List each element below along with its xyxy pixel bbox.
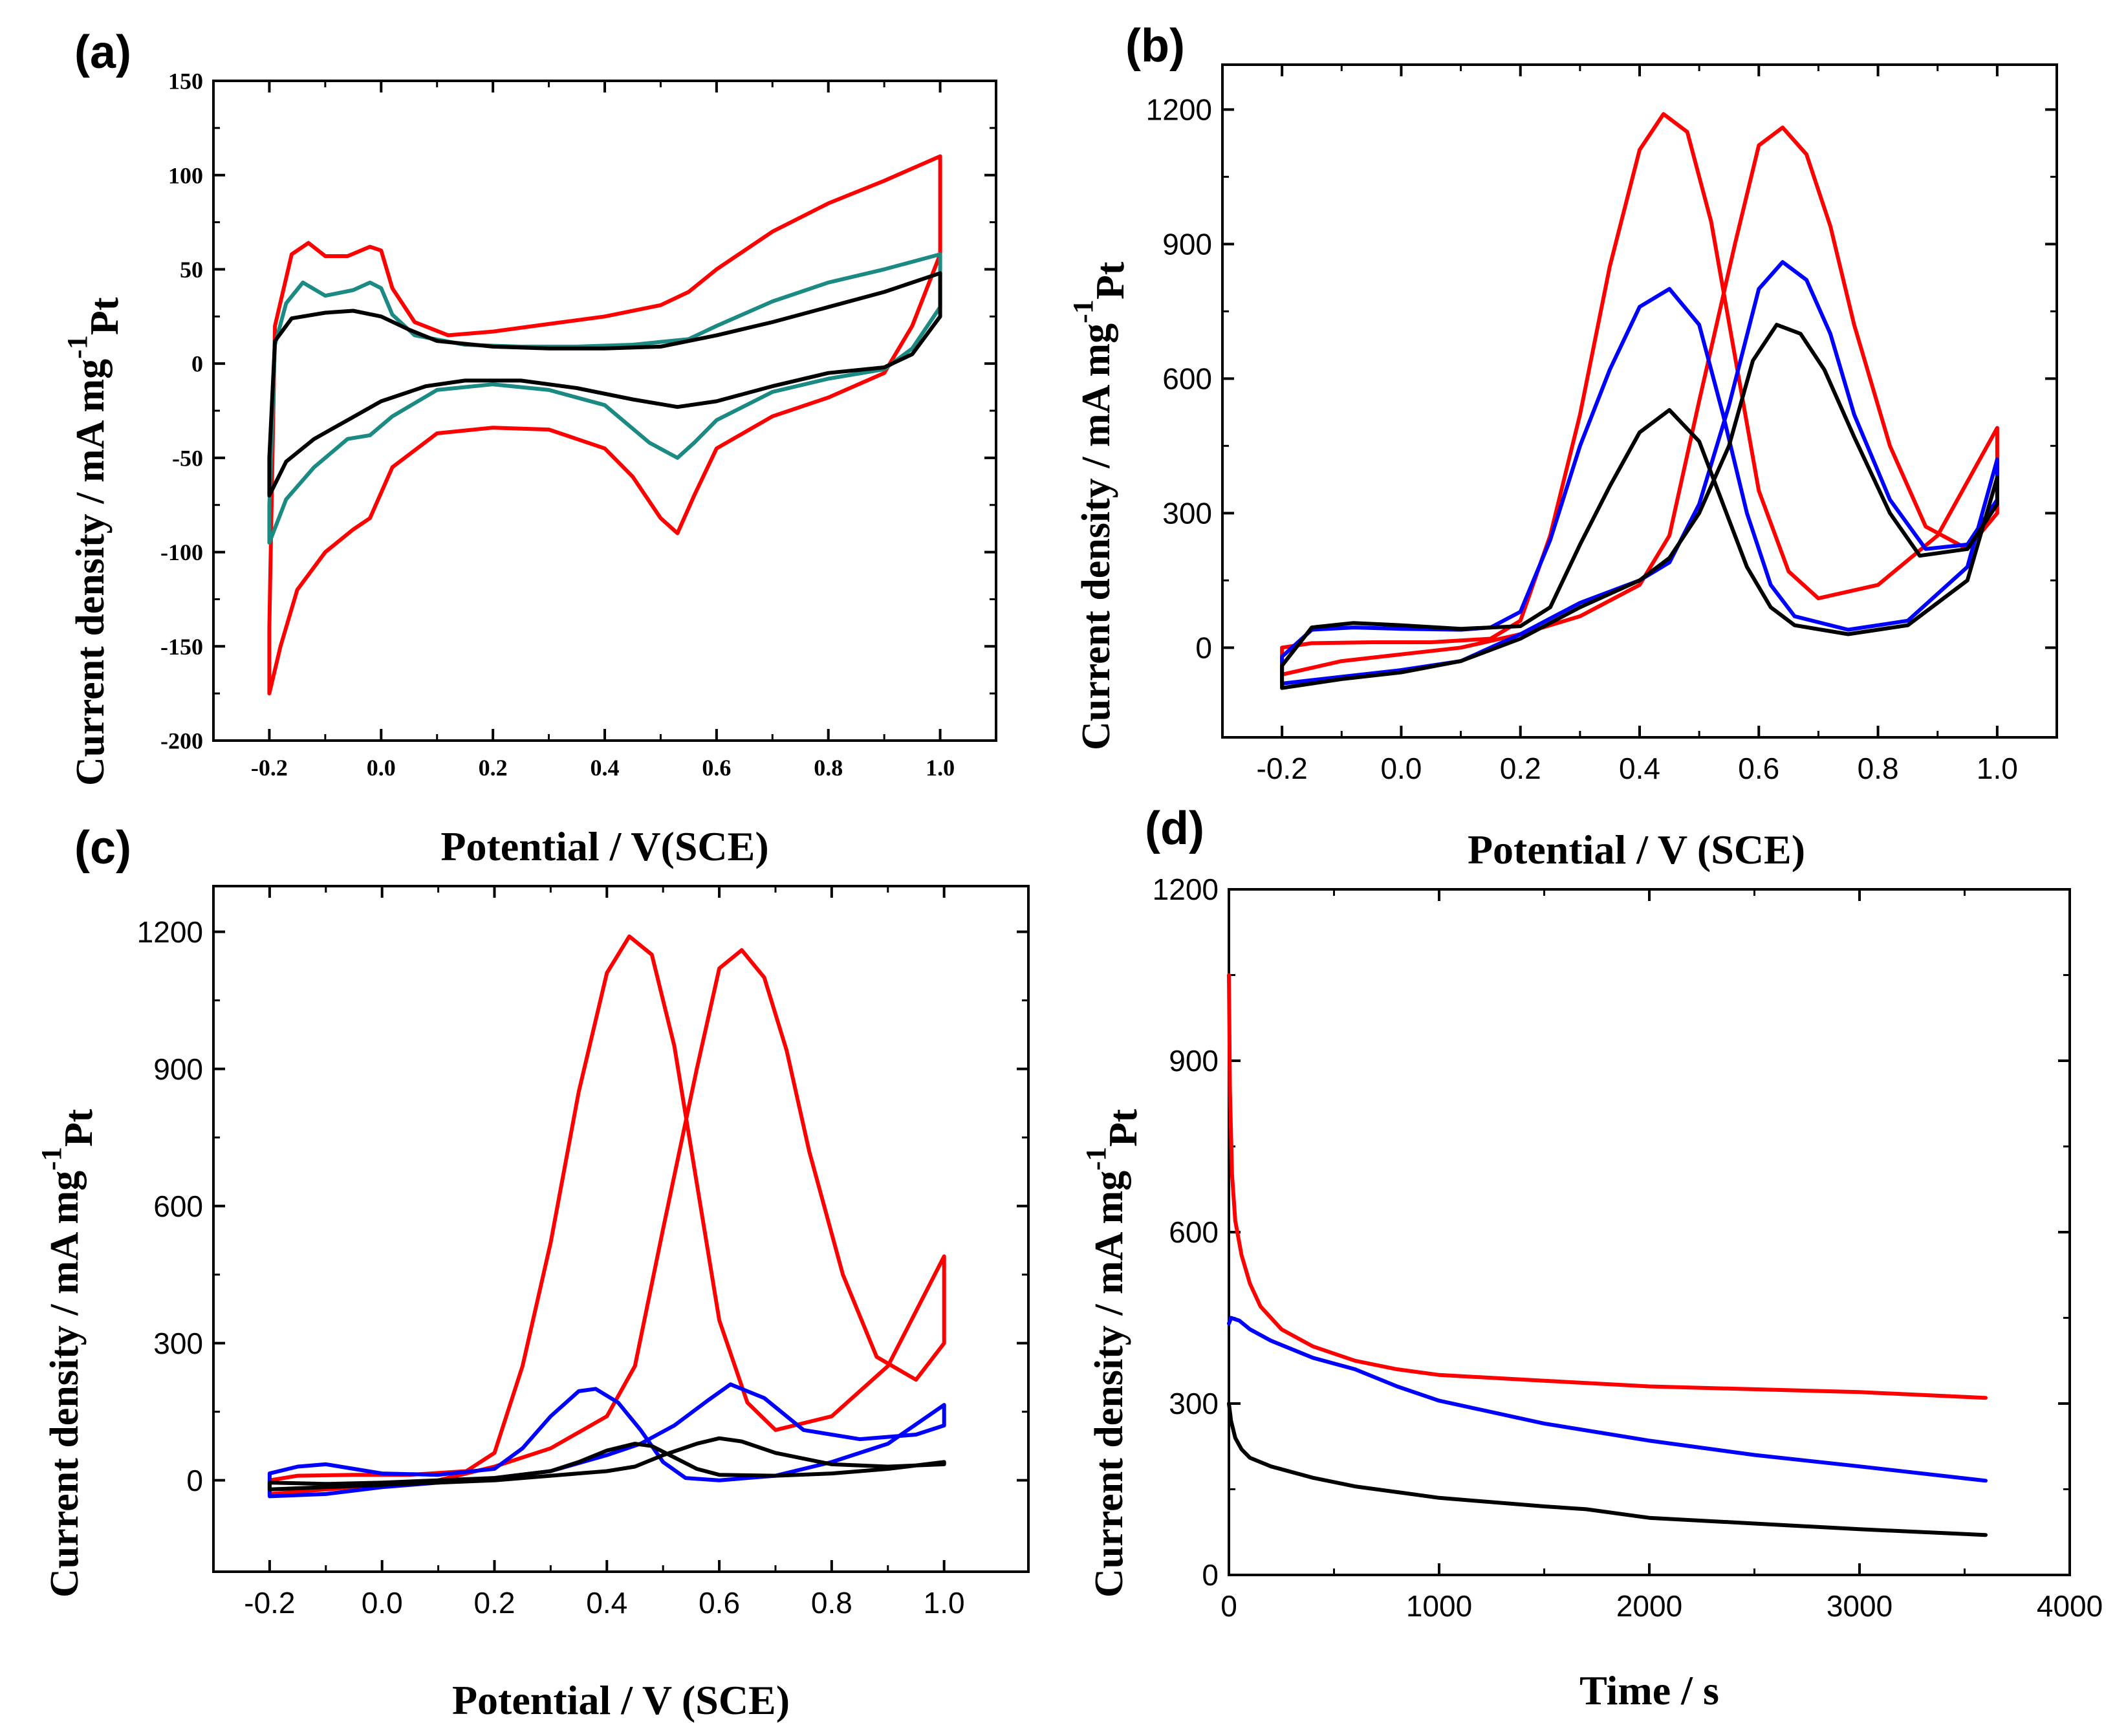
x-tick-label: 0.8 xyxy=(1858,752,1899,785)
x-tick-label: 0.4 xyxy=(591,755,620,781)
panel-c-x-axis-label: Potential / V (SCE) xyxy=(452,1677,790,1723)
panel-c-series xyxy=(267,934,946,1499)
panel-b-y-ticks: 0 300 600 900 1200 xyxy=(1146,92,2057,664)
panel-c-x-ticks: -0.2 0.0 0.2 0.4 0.6 0.8 1.0 xyxy=(244,886,965,1620)
panel-a-series xyxy=(267,154,942,696)
series-line-2 xyxy=(1280,260,1999,686)
y-tick-label: 100 xyxy=(168,162,203,188)
series-line-1 xyxy=(1227,973,1988,1400)
panel-c-label: (c) xyxy=(74,822,131,874)
panel-a-y-axis-label: Current density / mA mg-1Pt xyxy=(61,297,127,786)
series-line-1 xyxy=(267,934,946,1496)
y-tick-label: 300 xyxy=(1169,1387,1219,1420)
y-tick-label: 1200 xyxy=(1146,92,1212,126)
panel-a-x-ticks: -0.2 0.0 0.2 0.4 0.6 0.8 1.0 xyxy=(251,81,955,781)
y-tick-label: 0 xyxy=(1202,1558,1219,1592)
y-tick-label: 900 xyxy=(1169,1044,1219,1078)
x-tick-label: 2000 xyxy=(1616,1589,1682,1623)
panel-a-x-axis-label: Potential / V(SCE) xyxy=(440,823,768,869)
x-tick-label: 0.2 xyxy=(1500,752,1541,785)
x-tick-label: 0.2 xyxy=(479,755,508,781)
x-tick-label: 1000 xyxy=(1406,1589,1472,1623)
series-line-2 xyxy=(267,252,942,545)
y-tick-label: 0 xyxy=(191,351,203,377)
y-tick-label: 1200 xyxy=(1153,873,1219,906)
x-tick-label: 0.4 xyxy=(586,1586,627,1620)
x-tick-label: 0.8 xyxy=(814,755,843,781)
x-tick-label: 0.0 xyxy=(367,755,396,781)
series-line-3 xyxy=(1227,1402,1988,1537)
panel-a-y-ticks: -200 -150 -100 -50 0 50 100 150 xyxy=(160,69,996,754)
series-line-3 xyxy=(1280,323,1999,690)
y-tick-label: -50 xyxy=(172,445,203,471)
series-line-1 xyxy=(1280,112,1999,677)
x-tick-label: -0.2 xyxy=(1257,752,1308,785)
panel-d-y-axis-label: Current density / mA mg-1Pt xyxy=(1080,1109,1145,1598)
panel-d-series xyxy=(1227,973,1988,1537)
panel-a: (a) -200 -150 -100 -50 0 50 100 150 -0.2 0.0 0.2 0… xyxy=(61,27,997,869)
series-line-3 xyxy=(267,1436,946,1492)
y-tick-label: 900 xyxy=(1162,227,1212,261)
x-tick-label: 0.6 xyxy=(699,1586,740,1620)
x-tick-label: 1.0 xyxy=(924,1586,965,1620)
y-tick-label: 0 xyxy=(186,1464,203,1497)
x-tick-label: 0.4 xyxy=(1619,752,1660,785)
panel-b-frame xyxy=(1221,63,2058,739)
panel-b-label: (b) xyxy=(1125,20,1185,72)
panel-c-y-ticks: 0 300 600 900 1200 xyxy=(137,915,1028,1497)
y-tick-label: -150 xyxy=(160,634,203,660)
x-tick-label: 0.8 xyxy=(811,1586,852,1620)
x-tick-label: 0.6 xyxy=(702,755,731,781)
y-tick-label: 600 xyxy=(153,1189,203,1223)
panel-c-y-axis-label: Current density / mA mg-1Pt xyxy=(36,1109,101,1598)
x-tick-label: 3000 xyxy=(1827,1589,1893,1623)
panel-a-frame xyxy=(212,80,997,742)
x-tick-label: 1.0 xyxy=(926,755,955,781)
panel-b-series xyxy=(1280,112,1999,690)
y-tick-label: -200 xyxy=(160,728,203,754)
x-tick-label: 0.0 xyxy=(362,1586,403,1620)
series-line-3 xyxy=(267,271,942,498)
x-tick-label: 0.6 xyxy=(1738,752,1779,785)
y-tick-label: 300 xyxy=(153,1327,203,1360)
panel-b: (b) 0 300 600 900 1200 -0.2 0.0 0.2 0.4 0.6 0.8 1.… xyxy=(1067,20,2058,873)
panel-a-label: (a) xyxy=(74,27,131,78)
panel-d: (d) 0 300 600 900 1200 0 1000 2000 3000 4000 Cur… xyxy=(1080,803,2103,1713)
panel-b-x-axis-label: Potential / V (SCE) xyxy=(1468,827,1805,873)
y-tick-label: 150 xyxy=(168,69,203,94)
series-line-2 xyxy=(267,1382,946,1499)
y-tick-label: 900 xyxy=(153,1052,203,1086)
panel-d-label: (d) xyxy=(1145,803,1204,854)
y-tick-label: 600 xyxy=(1162,362,1212,395)
y-tick-label: -100 xyxy=(160,539,203,565)
y-tick-label: 50 xyxy=(180,257,203,283)
y-tick-label: 1200 xyxy=(137,915,203,949)
x-tick-label: 0.0 xyxy=(1380,752,1422,785)
x-tick-label: -0.2 xyxy=(251,755,288,781)
panel-b-x-ticks: -0.2 0.0 0.2 0.4 0.6 0.8 1.0 xyxy=(1257,65,2018,785)
x-tick-label: 1.0 xyxy=(1977,752,2018,785)
panel-d-x-axis-label: Time / s xyxy=(1579,1667,1719,1713)
x-tick-label: 0.2 xyxy=(474,1586,515,1620)
panel-b-y-axis-label: Current density / mA mg-1Pt xyxy=(1067,261,1133,750)
y-tick-label: 300 xyxy=(1162,496,1212,530)
series-line-2 xyxy=(1227,1316,1988,1483)
panel-c-frame xyxy=(212,885,1030,1573)
series-line-1 xyxy=(267,154,942,696)
x-tick-label: 0 xyxy=(1220,1589,1237,1623)
panel-c: (c) 0 300 600 900 1200 -0.2 0.0 0.2 0.4 0.6 0.8 1.… xyxy=(36,822,1030,1723)
x-tick-label: 4000 xyxy=(2037,1589,2103,1623)
y-tick-label: 0 xyxy=(1195,631,1212,664)
panel-d-y-ticks: 0 300 600 900 1200 xyxy=(1153,873,2070,1592)
panel-d-x-ticks: 0 1000 2000 3000 4000 xyxy=(1220,889,2103,1623)
panel-d-frame xyxy=(1228,888,2071,1576)
x-tick-label: -0.2 xyxy=(244,1586,295,1620)
y-tick-label: 600 xyxy=(1169,1215,1219,1249)
